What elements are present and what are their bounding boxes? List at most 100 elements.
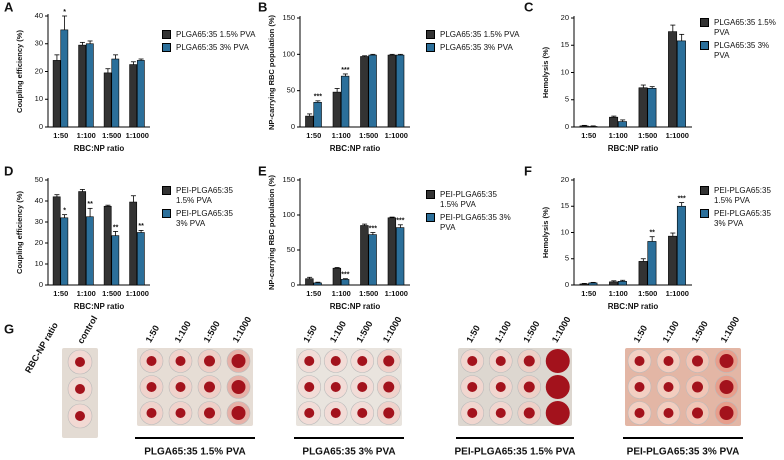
error-bar xyxy=(620,279,626,282)
cell-pellet xyxy=(523,355,535,367)
significance-label: *** xyxy=(396,218,404,225)
bar xyxy=(368,234,377,286)
legend-swatch xyxy=(162,43,171,52)
error-bar xyxy=(611,115,617,118)
legend-label: PLGA65:35 3% PVA xyxy=(440,43,513,52)
x-tick-label: 1:100 xyxy=(77,131,96,140)
error-bar xyxy=(130,195,136,203)
y-axis-label: Hemolysis (%) xyxy=(541,206,550,258)
cell-pellet xyxy=(304,408,315,418)
cell-pellet xyxy=(495,356,506,366)
y-tick-label: 0 xyxy=(291,122,295,131)
bar xyxy=(360,225,369,286)
error-bar xyxy=(362,223,368,226)
x-tick-label: 1:500 xyxy=(102,289,121,298)
x-tick-label: 1:1000 xyxy=(126,289,149,298)
panel-label: G xyxy=(4,321,14,336)
cell-pellet xyxy=(719,406,734,420)
well-plate xyxy=(458,348,572,426)
cell-pellet xyxy=(146,408,157,418)
y-tick-label: 10 xyxy=(561,227,569,236)
well-plate xyxy=(296,348,402,426)
cell-pellet xyxy=(495,382,506,392)
cell-pellet xyxy=(523,407,535,419)
significance-label: * xyxy=(63,207,66,214)
bar xyxy=(360,56,369,128)
panel-label: F xyxy=(524,163,532,178)
legend-entry: PEI-PLGA65:35 3% PVA xyxy=(162,209,244,229)
legend-entry: PEI-PLGA65:35 3% PVA xyxy=(426,213,512,233)
error-bar xyxy=(130,61,136,65)
cell-pellet xyxy=(467,382,478,392)
error-bar xyxy=(105,68,111,73)
x-tick-label: 1:50 xyxy=(53,289,68,298)
x-tick-label: 1:50 xyxy=(581,131,596,140)
column-label: 1:500 xyxy=(354,319,374,344)
error-bar xyxy=(679,202,685,207)
cell-pellet xyxy=(692,407,703,419)
bar xyxy=(85,216,94,286)
column-label: 1:1000 xyxy=(381,315,404,344)
panel-label: A xyxy=(4,0,14,14)
error-bar xyxy=(649,236,655,242)
x-tick-label: 1:1000 xyxy=(126,131,149,140)
legend-swatch xyxy=(162,186,171,195)
bar xyxy=(332,91,342,128)
cell-pellet xyxy=(304,382,315,392)
x-tick-label: 1:50 xyxy=(306,131,321,140)
x-tick-label: 1:100 xyxy=(332,131,351,140)
bar xyxy=(136,60,145,128)
significance-label: *** xyxy=(341,272,349,279)
y-tick-label: 20 xyxy=(35,66,43,75)
y-tick-label: 0 xyxy=(291,280,295,289)
legend-entry: PEI-PLGA65:35 3% PVA xyxy=(700,209,776,229)
bar xyxy=(617,281,627,286)
error-bar xyxy=(334,88,340,93)
y-tick-label: 10 xyxy=(35,94,43,103)
x-axis-label: RBC:NP ratio xyxy=(608,144,659,153)
x-tick-label: 1:50 xyxy=(306,289,321,298)
cell-pellet xyxy=(175,408,186,418)
column-label: 1:100 xyxy=(328,319,348,344)
error-bar xyxy=(307,113,313,117)
cell-pellet xyxy=(75,411,85,421)
error-bar xyxy=(620,119,626,122)
bar xyxy=(313,282,322,286)
y-tick-label: 50 xyxy=(35,175,43,184)
legend-entry: PLGA65:35 3% PVA xyxy=(426,43,536,53)
bar xyxy=(313,101,322,128)
error-bar xyxy=(342,278,348,280)
x-tick-label: 1:500 xyxy=(102,131,121,140)
error-bar xyxy=(79,41,85,46)
bar xyxy=(78,44,87,128)
legend-entry: PLGA65:35 1.5% PVA xyxy=(426,30,536,40)
x-axis-label: RBC:NP ratio xyxy=(74,144,125,153)
cell-pellet xyxy=(663,356,674,366)
legend: PEI-PLGA65:35 1.5% PVA PEI-PLGA65:35 3% P… xyxy=(700,186,776,232)
significance-label: *** xyxy=(341,67,349,74)
legend-label: PEI-PLGA65:35 1.5% PVA xyxy=(176,186,233,205)
y-tick-label: 0 xyxy=(565,280,569,289)
y-tick-label: 40 xyxy=(35,196,43,205)
significance-label: ** xyxy=(138,223,144,230)
y-tick-label: 100 xyxy=(282,49,295,58)
plate-title: PEI-PLGA65:35 3% PVA xyxy=(627,447,740,458)
error-bar xyxy=(670,24,676,32)
bar xyxy=(103,72,112,128)
bar xyxy=(588,282,598,286)
legend-label: PEI-PLGA65:35 3% PVA xyxy=(176,209,233,228)
error-bar xyxy=(397,53,403,56)
error-bar xyxy=(342,73,348,77)
legend-swatch xyxy=(426,30,435,39)
bar xyxy=(111,235,120,286)
legend-entry: PEI-PLGA65:35 1.5% PVA xyxy=(426,190,512,210)
bar xyxy=(52,196,61,286)
cell-pellet xyxy=(634,382,645,392)
y-axis-label: Coupling efficiency (%) xyxy=(15,30,24,113)
error-bar xyxy=(679,33,685,41)
legend-swatch xyxy=(700,41,709,50)
well-plate xyxy=(625,348,741,426)
legend-entry: PLGA65:35 1.5% PVA xyxy=(700,18,778,38)
error-bar xyxy=(590,125,596,127)
error-bar xyxy=(370,232,376,235)
